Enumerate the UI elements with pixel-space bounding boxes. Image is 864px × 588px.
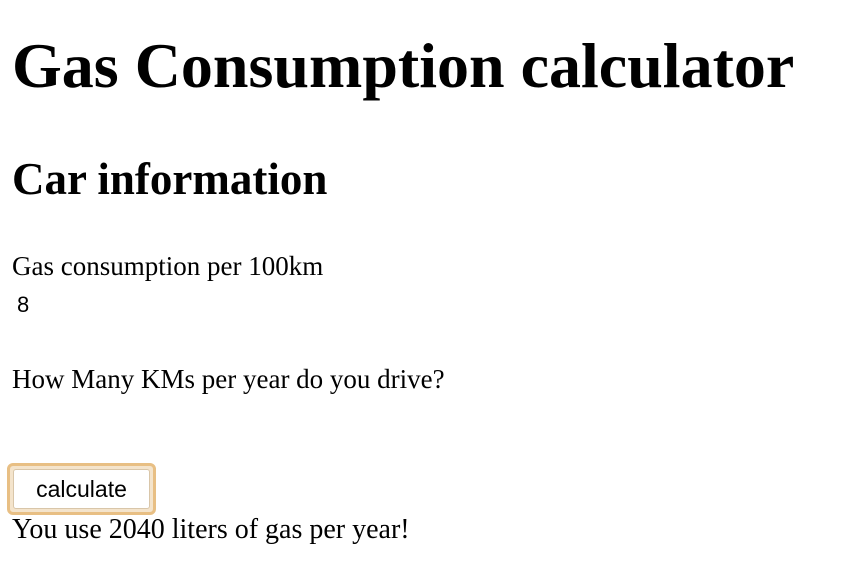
- calculate-button-label: calculate: [13, 469, 150, 509]
- km-per-year-input[interactable]: [12, 405, 312, 433]
- gas-consumption-label: Gas consumption per 100km: [12, 251, 324, 281]
- section-title: Car information: [12, 154, 328, 204]
- calculate-button[interactable]: calculate: [7, 463, 156, 515]
- result-text: You use 2040 liters of gas per year!: [12, 514, 410, 545]
- km-per-year-label: How Many KMs per year do you drive?: [12, 364, 445, 394]
- page-title: Gas Consumption calculator: [12, 30, 795, 101]
- gas-consumption-input[interactable]: [12, 291, 312, 319]
